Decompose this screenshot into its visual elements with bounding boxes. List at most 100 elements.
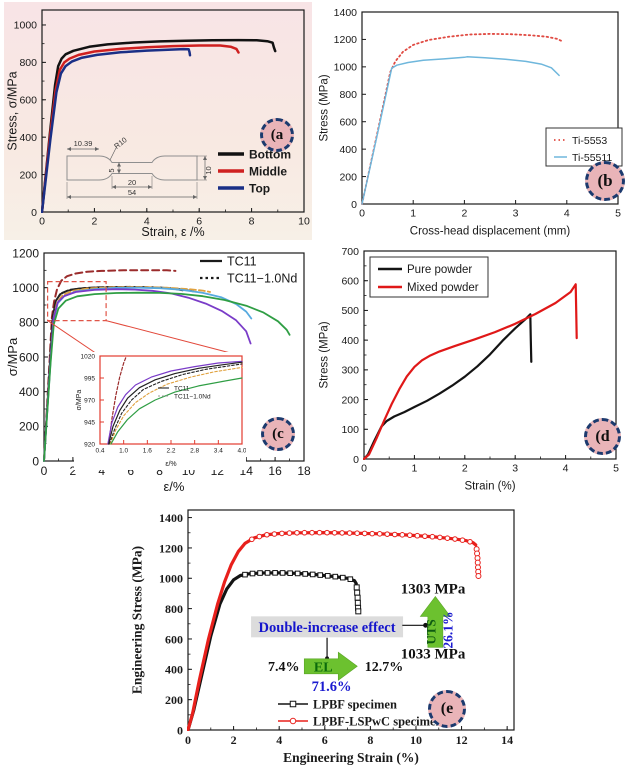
y-tick-label: 200 (339, 171, 357, 183)
y-tick-label: 0 (351, 199, 357, 211)
x-tick-label: 5 (613, 463, 619, 475)
legend-label: LPBF specimen (313, 698, 397, 712)
data-marker (289, 700, 297, 708)
data-marker (324, 573, 331, 579)
x-tick-label: 0 (39, 216, 45, 228)
y-tick-label: 600 (165, 632, 183, 646)
data-marker (257, 570, 263, 576)
x-tick-label: 18 (297, 464, 311, 478)
data-marker (354, 599, 361, 606)
series-inset-orange (109, 366, 243, 445)
y-tick-label: 400 (339, 144, 357, 156)
legend-label: TC11 (227, 255, 257, 269)
panel-d-y-axis-label: Stress (MPa) (319, 321, 331, 388)
legend-label: TC11 (174, 385, 190, 392)
x-tick-label: 14 (501, 733, 513, 747)
x-tick-label: 0 (361, 463, 367, 475)
x-tick-label: 6 (196, 216, 202, 228)
x-tick-label: 10 (410, 733, 422, 747)
annotation-text: 7.4% (268, 660, 300, 675)
y-tick-label: 200 (341, 394, 359, 406)
x-tick-label: 6 (127, 464, 134, 478)
y-tick-label: 970 (84, 397, 95, 404)
annotation-text: 71.6% (312, 679, 352, 695)
panel-b-x-axis-label: Cross-head displacement (mm) (410, 226, 571, 238)
y-tick-label: 1400 (159, 511, 183, 525)
y-tick-label: 200 (165, 693, 183, 707)
panel-d-svg: 0 1 2 3 4 5 0 100 200 300 400 500 600 700 Strain (%) St… (319, 246, 620, 493)
panel-e-badge-label: (e (440, 700, 454, 717)
y-tick-label: 200 (19, 169, 37, 181)
data-marker (391, 531, 398, 538)
legend-label: LPBF-LSPwC specimen (313, 715, 443, 729)
x-tick-label: 4.0 (237, 448, 246, 455)
x-tick-label: 2 (462, 463, 468, 475)
panel-a-chart: 0 2 4 6 8 10 0 200 400 600 800 1000 Strain, ε /% Stre… (4, 2, 312, 240)
x-tick-label: 0 (185, 733, 191, 747)
series-TC11-C (43, 288, 252, 462)
x-tick-label: 4 (144, 216, 150, 228)
series-Pure powder (363, 313, 533, 460)
data-marker (301, 529, 308, 536)
x-tick-label: 2 (231, 733, 237, 747)
y-tick-label: 1000 (14, 20, 38, 32)
y-tick-label: 100 (341, 424, 359, 436)
panel-a-x-axis-label: Strain, ε /% (141, 225, 204, 239)
data-marker (459, 537, 466, 543)
data-marker (302, 571, 308, 577)
panel-c-svg: 0 2 4 6 8 10 12 14 16 18020040060080010001200ε/%σ… (5, 246, 311, 494)
data-marker (354, 594, 361, 601)
y-tick-label: 600 (19, 350, 39, 364)
data-marker (361, 530, 368, 537)
data-marker (422, 533, 428, 540)
x-tick-label: 4 (563, 463, 569, 475)
y-tick-label: 600 (19, 95, 37, 107)
y-tick-label: 1000 (334, 62, 358, 74)
label: 20 (128, 178, 136, 187)
annotation-text: 26.1% (440, 611, 455, 648)
data-marker (279, 570, 286, 576)
y-tick-label: 400 (341, 335, 359, 347)
x-tick-label: 3 (513, 208, 519, 220)
series-inset-purple (107, 360, 243, 445)
annotation-box (251, 616, 404, 638)
panel-c-badge: (c (261, 417, 295, 451)
x-tick-label: 4 (276, 733, 282, 747)
data-marker (256, 533, 263, 540)
data-marker (414, 532, 421, 539)
label: 5 (107, 168, 116, 172)
series-Middle (41, 44, 240, 213)
legend-label: Ti-55511 (572, 152, 612, 164)
panel-a-y-axis-label: Stress, σ/MPa (6, 71, 20, 150)
data-marker (249, 536, 255, 543)
y-tick-label: 400 (19, 385, 39, 399)
panel-c-inset-chart: 0.4 1.0 1.6 2.2 2.8 3.4 4.0 920 945 970 995 1020 ε/%… (74, 352, 247, 470)
x-tick-label: 8 (367, 733, 373, 747)
x-tick-label: 3 (512, 463, 518, 475)
zoom-connector-line (47, 320, 101, 357)
data-marker (444, 535, 451, 541)
data-marker (354, 530, 360, 537)
x-tick-label: 2.8 (190, 448, 199, 455)
x-tick-label: 1.6 (143, 448, 152, 455)
data-marker (316, 529, 323, 536)
data-marker (376, 531, 383, 537)
data-marker (369, 530, 376, 537)
panel-b-svg: 0 1 2 3 4 5 0 200 400 600 800 1000 1200 1400 Cross-hea… (319, 7, 623, 238)
panel-d-chart: 0 1 2 3 4 5 0 100 200 300 400 500 600 700 Strain (%) St… (316, 241, 628, 495)
x-tick-label: 2 (70, 464, 77, 478)
y-tick-label: 0 (31, 207, 37, 219)
panel-a-svg: 0 2 4 6 8 10 0 200 400 600 800 1000 Strain, ε /% Stre… (6, 9, 310, 239)
y-tick-label: 1200 (12, 246, 39, 260)
el-increase-arrow (303, 651, 358, 681)
series-inset-green (110, 377, 243, 445)
panel-d-badge: (d (584, 418, 621, 455)
label: 10 (204, 166, 213, 174)
x-tick-label: 0.4 (95, 448, 104, 455)
legend-label: Pure powder (407, 264, 472, 276)
y-tick-label: 995 (84, 375, 95, 382)
y-tick-label: 1200 (334, 34, 358, 46)
data-marker (347, 576, 354, 582)
